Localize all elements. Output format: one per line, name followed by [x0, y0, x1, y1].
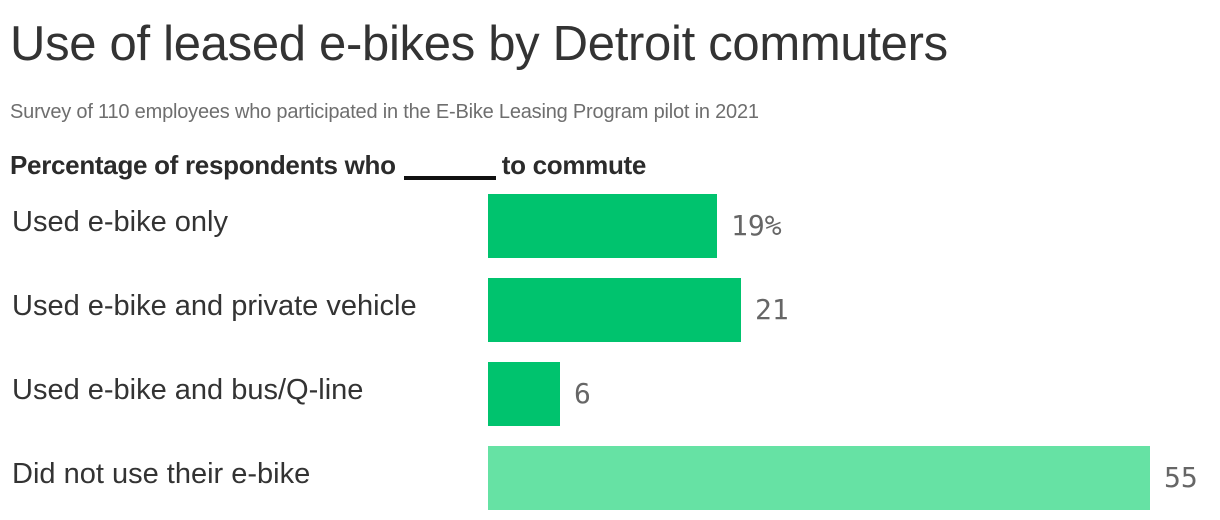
bar-row: Used e-bike and private vehicle 21	[0, 278, 1220, 342]
prompt-after: to commute	[501, 150, 647, 180]
category-label: Did not use their e-bike	[12, 458, 311, 490]
bar	[488, 278, 741, 342]
bar-row: Used e-bike only 19%	[0, 194, 1220, 258]
category-label: Used e-bike only	[12, 206, 228, 238]
category-label: Used e-bike and bus/Q-line	[12, 374, 364, 406]
chart-subtitle: Survey of 110 employees who participated…	[10, 101, 759, 123]
axis-prompt: Percentage of respondents who to commute	[10, 148, 646, 182]
value-label: 19%	[731, 209, 782, 242]
prompt-before: Percentage of respondents who	[10, 150, 396, 180]
fill-in-blank	[403, 176, 496, 180]
bar-row: Did not use their e-bike 55	[0, 446, 1220, 510]
bar-row: Used e-bike and bus/Q-line 6	[0, 362, 1220, 426]
value-label: 21	[755, 293, 789, 326]
bar	[488, 362, 560, 426]
bar	[488, 446, 1150, 510]
value-label: 6	[574, 377, 591, 410]
chart-title: Use of leased e-bikes by Detroit commute…	[10, 17, 948, 71]
value-label: 55	[1164, 461, 1198, 494]
bar	[488, 194, 717, 258]
category-label: Used e-bike and private vehicle	[12, 290, 417, 322]
